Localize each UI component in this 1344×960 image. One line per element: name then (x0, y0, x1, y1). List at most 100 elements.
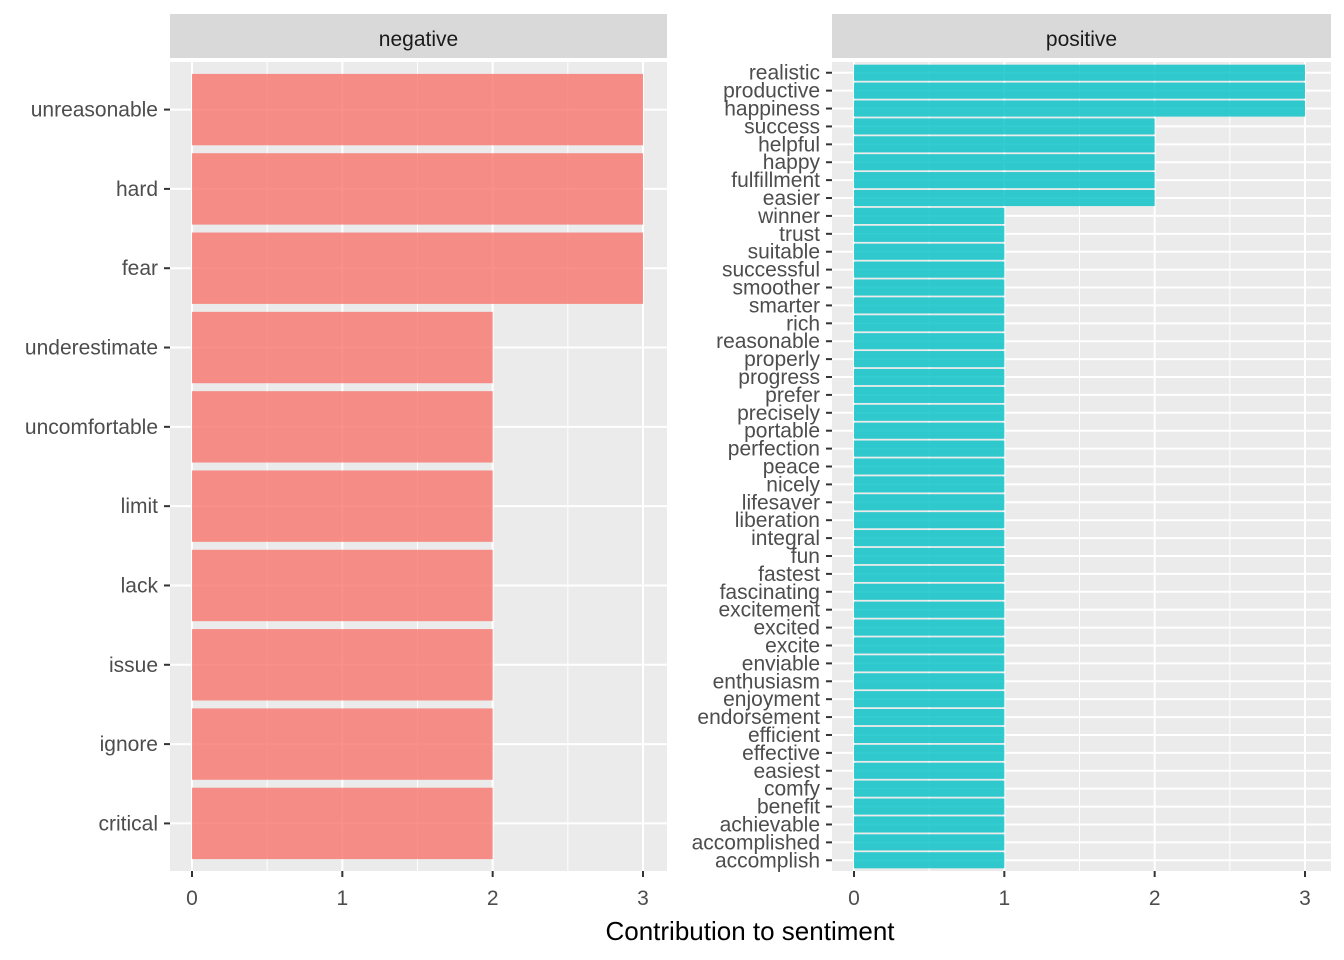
panel-positive: positiverealisticproductivehappinesssucc… (692, 14, 1331, 910)
bar-positive-smoother (854, 279, 1005, 296)
y-tick-label: limit (121, 495, 158, 518)
bar-positive-effective (854, 744, 1005, 761)
x-tick-label: 3 (1299, 887, 1311, 910)
bar-negative-unreasonable (192, 73, 643, 146)
y-tick-label: trust (779, 223, 820, 246)
bar-positive-portable (854, 422, 1005, 439)
bar-positive-progress (854, 368, 1005, 386)
bar-positive-fun (854, 547, 1005, 565)
y-tick-label: benefit (757, 796, 820, 819)
bar-positive-smarter (854, 297, 1005, 314)
bar-positive-happy (854, 154, 1155, 171)
bar-positive-successful (854, 261, 1005, 278)
bar-positive-excited (854, 619, 1005, 636)
y-tick-label: easier (763, 187, 820, 210)
bar-positive-accomplish (854, 852, 1005, 869)
bar-positive-helpful (854, 136, 1155, 153)
y-tick-label: smoother (732, 277, 820, 300)
y-tick-label: fun (791, 545, 820, 568)
bar-positive-trust (854, 225, 1005, 242)
y-tick-label: enjoyment (723, 688, 820, 711)
bar-positive-perfection (854, 440, 1005, 457)
bar-positive-lifesaver (854, 494, 1005, 511)
bar-positive-fascinating (854, 583, 1005, 600)
strip-label-positive: positive (1046, 28, 1117, 51)
y-tick-label: enviable (742, 652, 820, 675)
y-tick-label: efficient (748, 724, 820, 747)
y-tick-label: happy (763, 151, 821, 174)
y-tick-label: critical (98, 812, 158, 835)
y-tick-label: successful (722, 259, 820, 282)
bar-positive-winner (854, 207, 1005, 224)
bar-positive-happiness (854, 100, 1305, 117)
y-tick-label: uncomfortable (25, 416, 158, 439)
bar-positive-integral (854, 530, 1005, 547)
y-tick-label: fascinating (720, 581, 820, 604)
y-tick-label: prefer (765, 384, 820, 407)
y-tick-label: rich (786, 312, 820, 335)
x-axis-title: Contribution to sentiment (605, 916, 895, 946)
bar-positive-excite (854, 637, 1005, 654)
y-tick-label: comfy (764, 778, 821, 801)
bar-positive-enviable (854, 655, 1005, 672)
bar-positive-benefit (854, 798, 1005, 815)
y-tick-label: perfection (728, 438, 820, 461)
y-tick-label: ignore (100, 733, 158, 756)
bar-negative-issue (192, 629, 493, 701)
y-tick-label: properly (744, 348, 820, 371)
x-tick-label: 1 (336, 887, 348, 910)
bar-positive-suitable (854, 243, 1005, 260)
y-tick-label: excite (765, 634, 820, 657)
bar-negative-underestimate (192, 311, 493, 384)
y-tick-label: accomplish (715, 849, 820, 872)
y-tick-label: fulfillment (731, 169, 820, 192)
y-tick-label: success (744, 115, 820, 138)
y-tick-label: fastest (758, 563, 820, 586)
x-tick-label: 2 (1149, 887, 1161, 910)
y-tick-label: achievable (720, 813, 820, 836)
bar-positive-fulfillment (854, 172, 1155, 189)
bar-positive-peace (854, 458, 1005, 475)
bar-negative-uncomfortable (192, 391, 493, 463)
bar-positive-precisely (854, 404, 1005, 421)
bar-positive-achievable (854, 816, 1005, 833)
y-tick-label: portable (744, 420, 820, 443)
bar-positive-nicely (854, 476, 1005, 493)
bar-positive-liberation (854, 512, 1005, 529)
bar-positive-endorsement (854, 709, 1005, 726)
y-tick-label: fear (122, 257, 158, 280)
y-tick-label: underestimate (25, 337, 158, 360)
y-tick-label: suitable (748, 241, 820, 264)
bar-positive-enthusiasm (854, 673, 1005, 690)
x-tick-label: 3 (637, 887, 649, 910)
bar-positive-realistic (854, 64, 1305, 81)
y-tick-label: unreasonable (31, 99, 158, 122)
y-tick-label: lack (121, 574, 159, 597)
y-tick-label: hard (116, 178, 158, 201)
y-tick-label: helpful (758, 133, 820, 156)
bar-positive-success (854, 118, 1155, 135)
y-tick-label: integral (751, 527, 820, 550)
x-tick-label: 0 (186, 887, 198, 910)
y-tick-label: liberation (735, 509, 820, 532)
y-tick-label: excited (753, 617, 820, 640)
x-tick-label: 1 (998, 887, 1010, 910)
strip-label-negative: negative (379, 28, 458, 51)
y-tick-label: peace (763, 456, 820, 479)
bar-negative-fear (192, 232, 643, 304)
y-tick-label: happiness (724, 98, 820, 121)
bar-negative-hard (192, 153, 643, 225)
strip-positive (832, 14, 1331, 58)
bar-positive-easiest (854, 762, 1005, 779)
y-tick-label: accomplished (692, 831, 820, 854)
y-tick-label: issue (109, 654, 158, 677)
bar-positive-reasonable (854, 333, 1005, 350)
x-tick-label: 2 (487, 887, 499, 910)
bar-positive-efficient (854, 726, 1005, 744)
bar-positive-fastest (854, 565, 1005, 582)
bar-positive-productive (854, 82, 1305, 99)
bar-positive-enjoyment (854, 691, 1005, 708)
bar-positive-excitement (854, 601, 1005, 618)
y-tick-label: smarter (749, 294, 820, 317)
